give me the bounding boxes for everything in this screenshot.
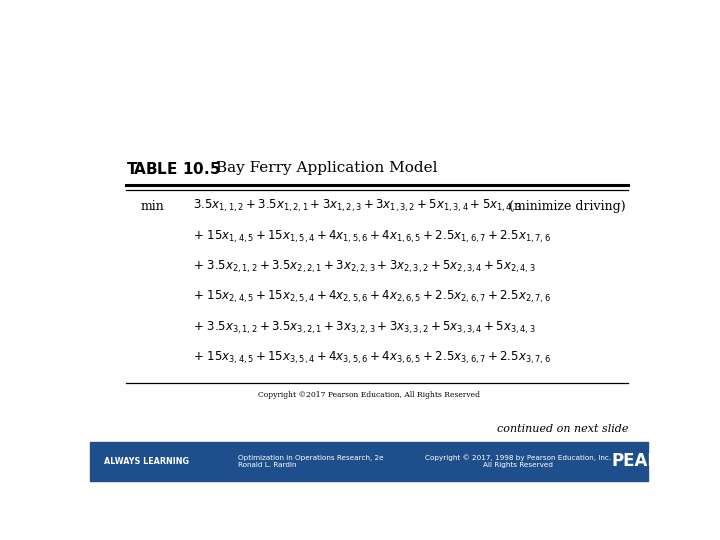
Text: $\mathbf{T}_{\!\!}\mathbf{ABLE\ 10.5}$: $\mathbf{T}_{\!\!}\mathbf{ABLE\ 10.5}$ [126,161,221,175]
Text: Copyright © 2017, 1998 by Pearson Education, Inc.
All Rights Reserved: Copyright © 2017, 1998 by Pearson Educat… [425,455,611,468]
Text: $+ \ 3.5x_{2,1,2} + 3.5x_{2,2,1} + 3x_{2,2,3} + 3x_{2,3,2} + 5x_{2,3,4} + 5x_{2,: $+ \ 3.5x_{2,1,2} + 3.5x_{2,2,1} + 3x_{2… [193,259,536,275]
Bar [90,442,648,481]
Text: Copyright ©2017 Pearson Education, All Rights Reserved: Copyright ©2017 Pearson Education, All R… [258,392,480,400]
Text: $+ \ 15x_{3,4,5} + 15x_{3,5,4} + 4x_{3,5,6} + 4x_{3,6,5} + 2.5x_{3,6,7} + 2.5x_{: $+ \ 15x_{3,4,5} + 15x_{3,5,4} + 4x_{3,5… [193,350,551,366]
Text: Bay Ferry Application Model: Bay Ferry Application Model [215,161,437,175]
Text: min: min [140,200,164,213]
Text: $+ \ 15x_{1,4,5} + 15x_{1,5,4} + 4x_{1,5,6} + 4x_{1,6,5} + 2.5x_{1,6,7} + 2.5x_{: $+ \ 15x_{1,4,5} + 15x_{1,5,4} + 4x_{1,5… [193,228,551,245]
Text: $3.5x_{1,1,2} + 3.5x_{1,2,1} + 3x_{1,2,3} + 3x_{1,3,2} + 5x_{1,3,4} + 5x_{1,4,3}: $3.5x_{1,1,2} + 3.5x_{1,2,1} + 3x_{1,2,3… [193,198,522,214]
Text: (minimize driving): (minimize driving) [509,200,626,213]
Text: ALWAYS LEARNING: ALWAYS LEARNING [104,457,189,466]
Text: $+ \ 3.5x_{3,1,2} + 3.5x_{3,2,1} + 3x_{3,2,3} + 3x_{3,3,2} + 5x_{3,3,4} + 5x_{3,: $+ \ 3.5x_{3,1,2} + 3.5x_{3,2,1} + 3x_{3… [193,319,536,336]
Text: continued on next slide: continued on next slide [497,423,629,434]
Text: Optimization in Operations Research, 2e
Ronald L. Rardin: Optimization in Operations Research, 2e … [238,455,384,468]
Text: $+ \ 15x_{2,4,5} + 15x_{2,5,4} + 4x_{2,5,6} + 4x_{2,6,5} + 2.5x_{2,6,7} + 2.5x_{: $+ \ 15x_{2,4,5} + 15x_{2,5,4} + 4x_{2,5… [193,289,551,306]
Text: PEARSON: PEARSON [612,453,701,470]
